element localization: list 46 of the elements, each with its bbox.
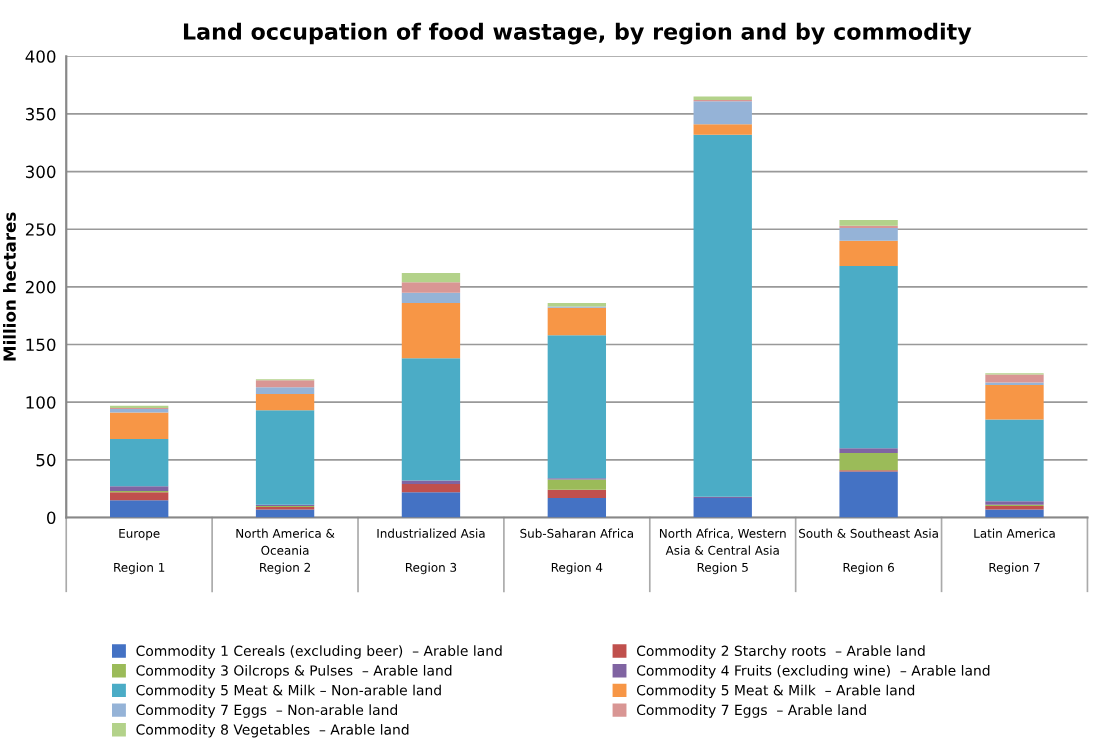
bar — [839, 471, 898, 518]
bar — [985, 509, 1044, 518]
bar — [401, 358, 461, 481]
bar — [110, 492, 169, 501]
bar — [985, 419, 1044, 502]
chart-title: Land occupation of food wastage, by region and by commodity — [183, 22, 972, 45]
bar — [401, 492, 461, 518]
y-tick-label: 400 — [25, 50, 56, 63]
y-tick-label: 250 — [25, 223, 56, 236]
y-axis-title: Million hectares — [3, 212, 16, 361]
bar — [255, 509, 315, 518]
bar — [110, 412, 169, 440]
bar — [547, 335, 607, 479]
bar — [110, 439, 169, 487]
bar — [401, 484, 461, 493]
bar — [693, 101, 752, 125]
bar — [255, 387, 315, 395]
bar — [547, 479, 607, 490]
y-tick-label: 50 — [36, 453, 56, 467]
bar — [255, 394, 315, 411]
y-tick-label: 0 — [47, 511, 56, 525]
bar — [839, 266, 898, 449]
y-tick-label: 100 — [26, 396, 56, 409]
bar — [985, 384, 1044, 420]
bar — [693, 134, 752, 497]
bar — [839, 228, 898, 241]
bar — [547, 307, 607, 336]
y-tick-label: 150 — [26, 338, 56, 352]
bar — [255, 380, 315, 388]
bar — [401, 303, 461, 359]
bar — [401, 282, 461, 293]
bar — [547, 497, 607, 518]
y-tick-label: 350 — [25, 107, 56, 121]
bar — [693, 497, 752, 518]
bar — [110, 500, 169, 518]
bar — [693, 124, 752, 135]
bar — [985, 374, 1044, 383]
bar — [255, 410, 315, 505]
bar — [839, 219, 898, 226]
bar — [839, 240, 898, 267]
bar — [839, 452, 898, 471]
bar — [401, 273, 461, 283]
y-tick-label: 300 — [25, 165, 56, 179]
bar — [547, 489, 607, 498]
y-tick-label: 200 — [25, 280, 56, 294]
bar — [401, 292, 461, 304]
